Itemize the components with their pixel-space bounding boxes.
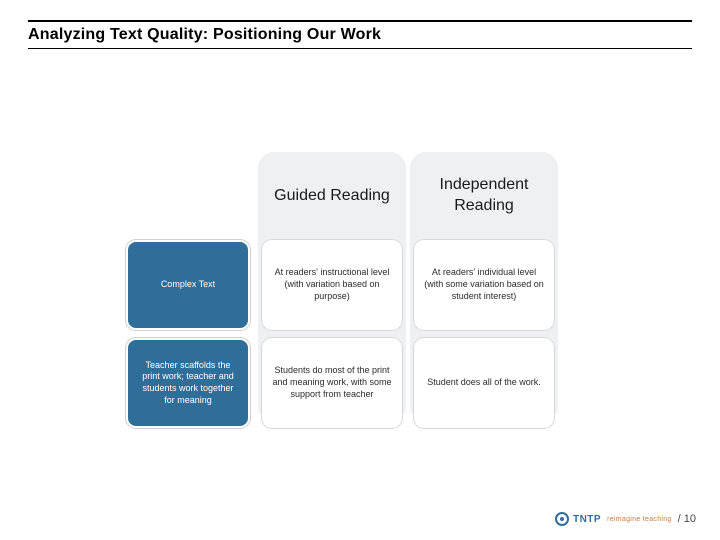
footer: TNTP reimagine teaching / 10: [555, 512, 696, 526]
col-header-guided: Guided Reading: [262, 160, 402, 232]
title-area: Analyzing Text Quality: Positioning Our …: [0, 0, 720, 55]
logo-icon: [555, 512, 569, 526]
page-number: / 10: [678, 513, 696, 525]
cell-guided-scaffolds: Students do most of the print and meanin…: [262, 338, 402, 428]
tagline: reimagine teaching: [607, 516, 672, 523]
logo: TNTP: [555, 512, 601, 526]
row-label-teacher-scaffolds: Teacher scaffolds the print work; teache…: [126, 338, 250, 428]
cell-independent-complex: At readers' individual level (with some …: [414, 240, 554, 330]
cell-guided-complex: At readers' instructional level (with va…: [262, 240, 402, 330]
cell-independent-scaffolds: Student does all of the work.: [414, 338, 554, 428]
row-label-complex-text: Complex Text: [126, 240, 250, 330]
rule-bottom: [28, 48, 692, 49]
slide: Analyzing Text Quality: Positioning Our …: [0, 0, 720, 540]
col-header-independent: Independent Reading: [414, 160, 554, 232]
rule-top: [28, 20, 692, 22]
empty-corner: [126, 160, 250, 232]
slide-title: Analyzing Text Quality: Positioning Our …: [28, 26, 692, 44]
logo-text: TNTP: [573, 514, 601, 525]
matrix: Guided Reading Independent Reading Compl…: [126, 160, 554, 428]
